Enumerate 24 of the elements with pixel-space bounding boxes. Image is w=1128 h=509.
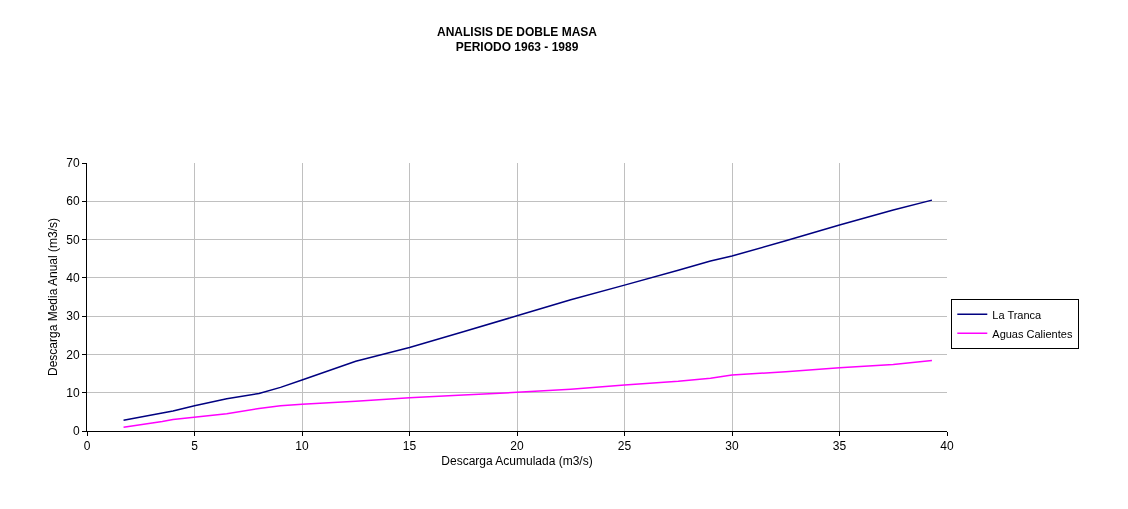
y-tick-label: 40 [66,271,80,286]
y-tick-label: 0 [72,424,80,439]
x-tick-label: 35 [832,439,847,454]
x-tick-label: 10 [295,439,309,454]
x-tick-label: 20 [510,439,524,454]
x-tick-label: 15 [402,439,417,454]
line-series [122,359,933,428]
x-tick-label: 30 [725,439,739,454]
x-tick-label: 40 [940,439,954,454]
x-axis-title: Descarga Acumulada (m3/s) [441,454,593,469]
y-tick-label: 70 [66,156,80,171]
line-series [122,199,933,422]
y-tick-label: 30 [66,309,80,324]
chart-title: ANALISIS DE DOBLE MASA PERIODO 1963 - 1989 [436,24,598,55]
x-tick-label: 25 [617,439,632,454]
y-axis-title: Descarga Media Anual (m3/s) [45,217,60,377]
legend-label: La Tranca [992,308,1043,321]
x-tick-label: 5 [191,439,199,454]
y-tick-label: 20 [66,347,80,362]
legend-label: Aguas Calientes [992,327,1073,340]
y-tick-label: 60 [66,194,80,209]
y-tick-label: 10 [66,385,80,400]
y-tick-label: 50 [66,232,80,247]
x-tick-label: 0 [83,439,91,454]
